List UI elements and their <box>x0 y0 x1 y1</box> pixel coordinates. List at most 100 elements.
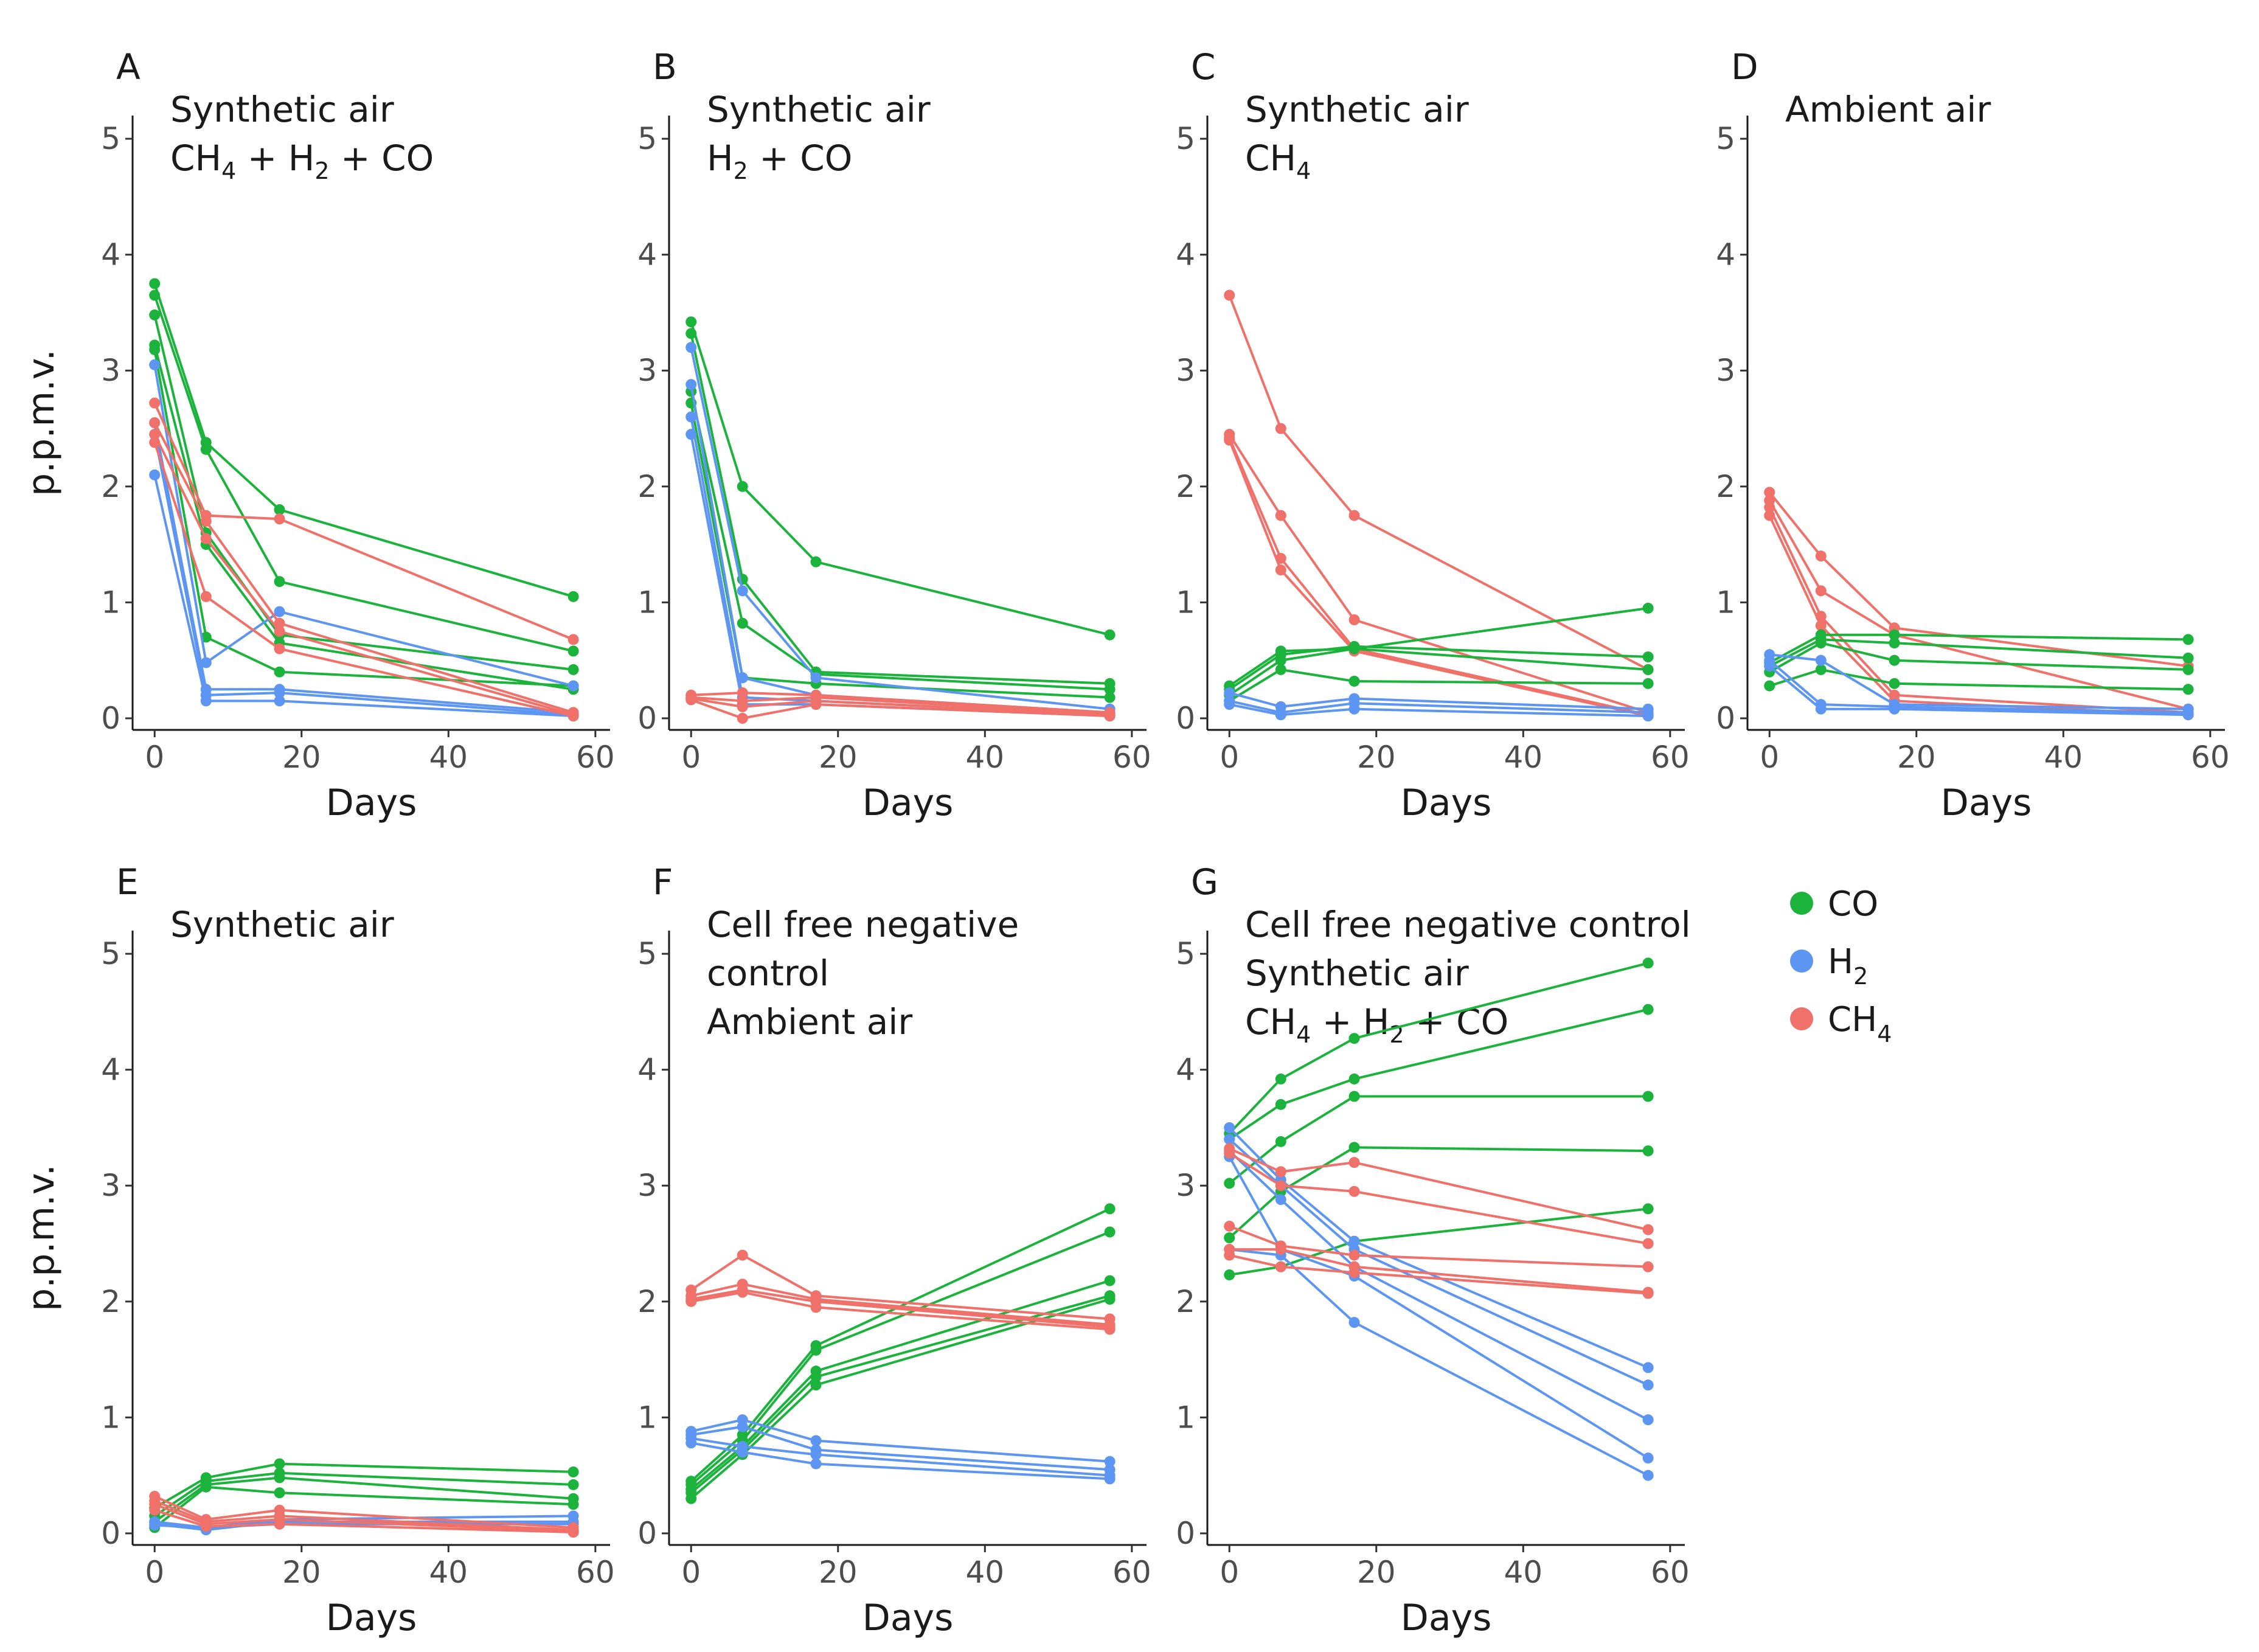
series-line-H2 <box>1769 653 2188 710</box>
data-point-CH4 <box>1104 1324 1116 1335</box>
data-point-CH4 <box>1224 290 1235 301</box>
y-tick-label: 0 <box>637 1516 657 1551</box>
y-tick-label: 0 <box>101 1516 120 1551</box>
title-segment: H <box>707 137 734 179</box>
data-point-CO <box>274 666 285 678</box>
data-point-H2 <box>1642 1362 1654 1373</box>
data-point-CO <box>200 443 212 455</box>
data-point-CO <box>1889 654 1900 666</box>
data-point-CO <box>1642 1203 1654 1215</box>
y-tick-label: 3 <box>637 1168 657 1203</box>
panel-title-line: Synthetic air <box>170 89 394 130</box>
panel-title-line: CH4 + H2 + CO <box>170 137 434 184</box>
data-point-H2 <box>1224 687 1235 699</box>
data-point-CO <box>1275 1073 1286 1085</box>
data-point-CH4 <box>685 1296 697 1307</box>
data-point-CH4 <box>1275 564 1286 576</box>
legend: CO H2 CH4 <box>1790 884 1892 1047</box>
x-tick-label: 40 <box>2044 740 2083 775</box>
series-line-CH4 <box>1768 499 2189 710</box>
data-point-CO <box>1348 1091 1360 1102</box>
data-point-H2 <box>810 672 822 684</box>
y-tick-label: 0 <box>1176 701 1195 736</box>
data-point-H2 <box>1348 1317 1360 1328</box>
data-point-CH4 <box>1642 1238 1654 1249</box>
y-tick-label: 1 <box>1716 585 1735 620</box>
data-point-H2 <box>1815 703 1827 715</box>
y-tick-label: 4 <box>1176 1052 1195 1088</box>
series-line-CH4 <box>690 1254 1110 1321</box>
y-tick-label: 2 <box>637 1284 657 1319</box>
x-tick-label: 40 <box>1504 740 1542 775</box>
y-tick-label: 1 <box>637 1400 657 1435</box>
legend-swatch-CH4 <box>1790 1007 1813 1030</box>
x-tick-label: 0 <box>145 1555 164 1590</box>
x-tick-label: 20 <box>1357 740 1396 775</box>
data-point-H2 <box>1348 1235 1360 1247</box>
data-point-CH4 <box>274 1518 285 1530</box>
data-point-CH4 <box>1348 510 1360 521</box>
panel-letter: D <box>1731 46 1758 88</box>
data-point-H2 <box>1815 654 1827 666</box>
x-tick-label: 0 <box>1760 740 1779 775</box>
data-point-CH4 <box>274 513 285 525</box>
data-point-H2 <box>567 680 579 692</box>
x-tick-label: 60 <box>1651 740 1690 775</box>
x-tick-label: 20 <box>819 1555 858 1590</box>
data-point-H2 <box>1642 1414 1654 1426</box>
data-point-CH4 <box>149 417 161 428</box>
data-point-H2 <box>1764 661 1775 672</box>
y-tick-label: 3 <box>637 353 657 388</box>
x-tick-label: 0 <box>681 1555 701 1590</box>
legend-label-subscript: 2 <box>1853 963 1868 990</box>
y-tick-label: 3 <box>1716 353 1735 388</box>
data-point-CH4 <box>1815 550 1827 562</box>
panel-title-line: Synthetic air <box>170 904 394 945</box>
series-line-CH4 <box>1768 491 2188 668</box>
data-point-CH4 <box>1275 1180 1286 1192</box>
data-point-H2 <box>1275 709 1286 721</box>
data-point-CO <box>1642 664 1654 675</box>
series-line-CH4 <box>1768 507 2188 714</box>
data-point-CO <box>1275 664 1286 675</box>
x-tick-label: 20 <box>282 1555 321 1590</box>
data-point-CO <box>1642 957 1654 969</box>
data-point-H2 <box>685 1437 697 1449</box>
panel-title-line: Synthetic air <box>1245 89 1469 130</box>
data-point-CH4 <box>737 1286 748 1298</box>
series-line-H2 <box>690 347 1110 710</box>
title-segment: Ambient air <box>1785 89 1991 130</box>
panel-letter: A <box>116 46 141 88</box>
x-axis-label: Days <box>1401 782 1492 824</box>
data-point-H2 <box>1889 703 1900 715</box>
data-point-CO <box>567 645 579 657</box>
title-subscript: 2 <box>734 158 748 184</box>
y-tick-label: 2 <box>1176 469 1195 504</box>
data-point-CO <box>1642 1004 1654 1015</box>
series-line-CH4 <box>1229 1254 1648 1295</box>
series-line-CH4 <box>1229 1225 1648 1268</box>
x-tick-label: 40 <box>965 1555 1004 1590</box>
series-line-H2 <box>1228 1126 1649 1369</box>
y-tick-label: 0 <box>1176 1516 1195 1551</box>
data-point-CH4 <box>737 1249 748 1261</box>
data-point-CO <box>1348 675 1360 687</box>
x-tick-label: 0 <box>145 740 164 775</box>
series-line-CO <box>153 344 574 691</box>
data-point-H2 <box>1104 1456 1116 1467</box>
data-point-CO <box>1889 629 1900 640</box>
series-line-H2 <box>1768 659 2188 714</box>
panel-title-line: Ambient air <box>1785 89 1991 130</box>
panel-E: E Synthetic air 0 1 2 3 4 5 0 20 40 60 Days p.p.m.v. <box>20 861 615 1639</box>
y-tick-label: 4 <box>101 237 120 272</box>
data-point-CO <box>149 290 161 301</box>
series-line-CH4 <box>1229 1152 1648 1245</box>
x-tick-label: 20 <box>1357 1555 1396 1590</box>
series-line-CO <box>690 1230 1111 1486</box>
data-point-CH4 <box>149 1504 161 1516</box>
data-point-CO <box>1815 637 1827 649</box>
data-point-CH4 <box>1275 423 1286 434</box>
data-point-H2 <box>1642 1380 1654 1391</box>
data-point-CH4 <box>1348 1185 1360 1197</box>
